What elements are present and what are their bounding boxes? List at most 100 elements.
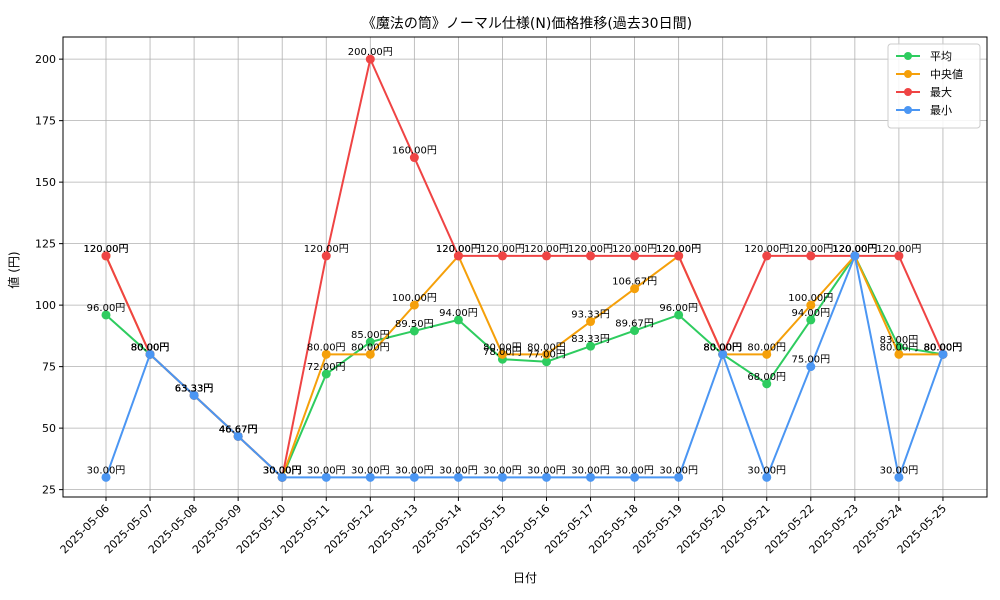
data-label: 30.00円 xyxy=(527,465,566,476)
data-label: 30.00円 xyxy=(395,465,434,476)
data-label: 63.33円 xyxy=(175,383,214,394)
data-label: 63.33円 xyxy=(175,383,214,394)
data-point xyxy=(586,472,596,482)
data-point xyxy=(409,300,419,310)
data-label: 80.00円 xyxy=(924,342,963,353)
data-label: 120.00円 xyxy=(832,244,877,255)
legend-marker xyxy=(904,70,912,78)
data-label: 46.67円 xyxy=(219,424,258,435)
data-label: 80.00円 xyxy=(880,342,919,353)
data-label: 94.00円 xyxy=(439,308,478,319)
data-label: 100.00円 xyxy=(392,293,437,304)
data-label: 80.00円 xyxy=(131,342,170,353)
data-label: 120.00円 xyxy=(832,244,877,255)
data-label: 89.67円 xyxy=(615,319,654,330)
data-point xyxy=(894,349,904,359)
data-point xyxy=(630,472,640,482)
data-label: 72.00円 xyxy=(307,362,346,373)
data-point xyxy=(674,310,684,320)
data-label: 80.00円 xyxy=(307,342,346,353)
data-label: 46.67円 xyxy=(219,424,258,435)
data-point xyxy=(674,472,684,482)
data-label: 30.00円 xyxy=(263,465,302,476)
data-label: 80.00円 xyxy=(924,342,963,353)
series-line xyxy=(105,55,944,480)
data-point xyxy=(586,341,596,351)
data-label: 120.00円 xyxy=(480,244,525,255)
data-point xyxy=(894,472,904,482)
y-tick-label: 75 xyxy=(42,361,56,374)
y-tick-label: 100 xyxy=(35,299,56,312)
data-point xyxy=(542,357,551,367)
data-label: 96.00円 xyxy=(87,303,126,314)
data-point xyxy=(586,317,596,327)
legend-entry: 中央値 xyxy=(930,68,963,81)
data-point xyxy=(542,251,551,261)
data-label: 80.00円 xyxy=(924,342,963,353)
y-tick-label: 25 xyxy=(42,484,56,497)
data-point xyxy=(101,310,111,320)
data-label: 80.00円 xyxy=(703,342,742,353)
data-label: 80.00円 xyxy=(703,342,742,353)
series-lines xyxy=(101,54,948,482)
x-axis-label: 日付 xyxy=(513,571,537,585)
data-label: 120.00円 xyxy=(744,244,789,255)
data-point xyxy=(365,337,375,347)
data-point xyxy=(762,472,772,482)
data-label: 30.00円 xyxy=(659,465,698,476)
data-label: 96.00円 xyxy=(659,303,698,314)
data-label: 100.00円 xyxy=(788,293,833,304)
data-point xyxy=(630,326,640,336)
data-point xyxy=(806,251,816,261)
data-point xyxy=(453,472,463,482)
legend-marker xyxy=(904,52,912,60)
legend-entry: 最小 xyxy=(930,104,952,117)
y-axis-label: 値 (円) xyxy=(6,251,21,288)
series-2 xyxy=(101,54,948,482)
data-point xyxy=(542,472,551,482)
data-point xyxy=(365,472,375,482)
data-point xyxy=(145,349,155,359)
data-label: 63.33円 xyxy=(175,383,214,394)
x-axis: 2025-05-062025-05-072025-05-082025-05-09… xyxy=(58,497,949,556)
data-label: 46.67円 xyxy=(219,424,258,435)
data-point xyxy=(453,315,463,325)
data-label: 83.00円 xyxy=(880,335,919,346)
data-label: 120.00円 xyxy=(436,244,481,255)
data-label: 89.50円 xyxy=(395,319,434,330)
data-label: 75.00円 xyxy=(791,355,830,366)
legend-marker xyxy=(904,88,912,96)
data-point xyxy=(321,251,331,261)
data-label: 77.00円 xyxy=(527,350,566,361)
data-point xyxy=(806,300,816,310)
data-label: 120.00円 xyxy=(568,244,613,255)
data-label: 80.00円 xyxy=(703,342,742,353)
data-label: 120.00円 xyxy=(832,244,877,255)
data-label: 80.00円 xyxy=(131,342,170,353)
data-label: 120.00円 xyxy=(304,244,349,255)
legend-entry: 平均 xyxy=(930,50,952,63)
data-label: 30.00円 xyxy=(747,465,786,476)
data-label: 30.00円 xyxy=(87,465,126,476)
data-point xyxy=(497,472,507,482)
data-label: 63.33円 xyxy=(175,383,214,394)
data-label: 120.00円 xyxy=(524,244,569,255)
data-label: 80.00円 xyxy=(924,342,963,353)
data-point xyxy=(718,349,728,359)
series-line xyxy=(105,252,944,482)
grid xyxy=(63,37,987,497)
data-point xyxy=(365,349,375,359)
data-label: 106.67円 xyxy=(612,277,657,288)
data-label: 68.00円 xyxy=(747,372,786,383)
data-label: 120.00円 xyxy=(84,244,129,255)
data-point xyxy=(850,251,860,261)
data-label: 120.00円 xyxy=(832,244,877,255)
data-label: 80.00円 xyxy=(351,342,390,353)
legend-entry: 最大 xyxy=(930,85,952,99)
data-label: 30.00円 xyxy=(571,465,610,476)
data-point xyxy=(101,251,111,261)
data-label: 120.00円 xyxy=(84,244,129,255)
data-label: 80.00円 xyxy=(131,342,170,353)
data-point xyxy=(630,251,640,261)
data-label: 80.00円 xyxy=(527,342,566,353)
